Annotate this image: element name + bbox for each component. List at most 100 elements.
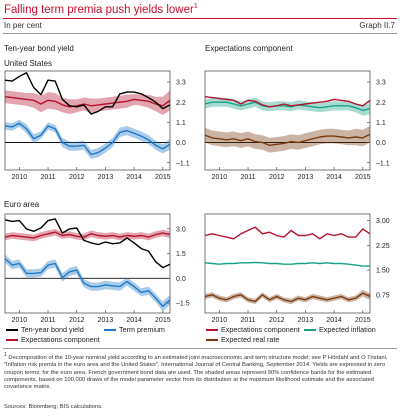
x-tick-label: 2014: [326, 317, 342, 324]
legend-label: Expected real rate: [221, 335, 280, 344]
x-tick-label: 2010: [12, 317, 28, 324]
y-tick-label: 0.0: [176, 276, 186, 283]
y-tick-label: 3.3: [376, 80, 386, 87]
x-tick-label: 2015: [155, 317, 171, 324]
legend-swatch: [6, 328, 18, 331]
y-tick-label: 0.75: [376, 292, 390, 299]
y-tick-label: –1.1: [176, 160, 190, 167]
plot-frame: [4, 70, 171, 171]
x-tick-label: 2013: [98, 174, 114, 181]
y-tick-label: 0.0: [376, 140, 386, 147]
footnote-marker: 1: [4, 352, 7, 358]
y-tick-label: 3.3: [176, 80, 186, 87]
plot-frame: [204, 70, 371, 171]
units-label: In per cent: [4, 21, 42, 30]
x-tick-label: 2013: [298, 174, 314, 181]
x-tick-label: 2012: [269, 174, 285, 181]
x-tick-label: 2013: [98, 317, 114, 324]
x-tick-label: 2011: [41, 317, 56, 324]
x-tick-label: 2014: [126, 317, 142, 324]
legend-item-expectations-component: Expectations component: [6, 335, 100, 344]
y-tick-label: –1.1: [376, 160, 390, 167]
legend-label: Expectations component: [21, 335, 100, 344]
confidence-band: [205, 289, 370, 305]
confidence-band: [5, 90, 170, 115]
euro-yield-panel: 3.0 1.5 0.0 –1.5 2010 2011 2012 2013 2014 2015: [4, 213, 190, 324]
y-tick-label: 1.5: [176, 251, 186, 258]
graph-id: Graph II.7: [359, 21, 395, 30]
x-tick-label: 2012: [69, 317, 85, 324]
y-tick-label: 1.1: [376, 120, 386, 127]
legend-item-bond-yield: Ten-year bond yield: [6, 325, 84, 334]
us-expectations-panel: 3.3 2.2 1.1 0.0 –1.1 2010 2011 2012 2013 2014 2015: [204, 70, 390, 181]
y-tick-label: 3.0: [176, 226, 186, 233]
legend-label: Term premium: [119, 325, 165, 334]
series-line: [4, 72, 171, 115]
euro-expectations-panel: 3.00 2.25 1.50 0.75 2010 2011 2012 2013 2014 2015: [204, 213, 390, 324]
series-line: [4, 218, 171, 269]
confidence-band: [205, 126, 370, 153]
left-column-title: Ten-year bond yield: [4, 44, 74, 53]
series-line: [4, 96, 171, 108]
chart-title: Falling term premia push yields lower1: [4, 3, 198, 16]
x-tick-label: 2015: [155, 174, 171, 181]
euro-row-title: Euro area: [4, 200, 40, 209]
confidence-band: [5, 254, 170, 312]
x-tick-label: 2010: [12, 174, 28, 181]
y-tick-label: –1.5: [176, 301, 190, 308]
x-tick-label: 2011: [241, 174, 256, 181]
legend-item-expectations-component: Expectations component: [206, 325, 300, 334]
x-tick-label: 2012: [69, 174, 85, 181]
legend-item-term-premium: Term premium: [104, 325, 165, 334]
us-row-title: United States: [4, 59, 53, 68]
y-tick-label: 2.2: [176, 100, 186, 107]
x-tick-label: 2012: [269, 317, 285, 324]
title-rule: [3, 18, 397, 19]
us-yield-panel: 3.3 2.2 1.1 0.0 –1.1 2010 2011 2012 2013 2014 2015: [4, 70, 190, 181]
plot-frame: [4, 213, 171, 314]
legend-label: Expected inflation: [319, 325, 376, 334]
series-line: [204, 261, 370, 267]
legend-label: Expectations component: [221, 325, 300, 334]
x-tick-label: 2010: [212, 317, 228, 324]
legend-item-expected-inflation: Expected inflation: [304, 325, 376, 334]
legend-item-expected-real-rate: Expected real rate: [206, 335, 279, 344]
sources: Sources: Bloomberg; BIS calculations.: [4, 404, 103, 410]
x-tick-label: 2015: [355, 174, 371, 181]
legend-swatch: [206, 338, 218, 341]
x-tick-label: 2011: [241, 317, 256, 324]
right-legend: Expectations component Expected inflatio…: [200, 322, 400, 346]
footnote: 1 Decomposition of the 10-year nominal y…: [4, 352, 396, 391]
y-tick-label: 3.00: [376, 218, 390, 225]
series-line: [4, 231, 171, 239]
legend-label: Ten-year bond yield: [21, 325, 84, 334]
y-tick-label: 2.2: [376, 100, 386, 107]
right-column-title: Expectations component: [205, 44, 293, 53]
left-legend: Ten-year bond yield Term premium Expecta…: [0, 322, 200, 346]
footnote-text: Decomposition of the 10-year nominal yie…: [4, 354, 388, 391]
legend-swatch: [304, 328, 316, 331]
x-tick-label: 2013: [298, 317, 314, 324]
y-tick-label: 0.0: [176, 140, 186, 147]
x-tick-label: 2014: [126, 174, 142, 181]
series-line: [204, 292, 371, 303]
series-line: [204, 226, 371, 240]
series-line: [204, 96, 371, 108]
y-tick-label: 1.1: [176, 120, 186, 127]
title-footnote-marker: 1: [193, 3, 198, 10]
series-line: [204, 101, 371, 112]
subheader-rule: [3, 33, 397, 34]
x-tick-label: 2014: [326, 174, 342, 181]
footnote-rule: [3, 348, 397, 349]
series-line: [204, 133, 371, 146]
confidence-band: [5, 119, 170, 159]
series-line: [4, 122, 171, 156]
y-tick-label: 2.25: [376, 243, 390, 250]
legend-swatch: [206, 328, 218, 331]
y-tick-label: 1.50: [376, 268, 390, 275]
legend-swatch: [104, 328, 116, 331]
x-tick-label: 2011: [41, 174, 56, 181]
legend-swatch: [6, 338, 18, 341]
x-tick-label: 2010: [212, 174, 228, 181]
series-line: [4, 258, 171, 308]
